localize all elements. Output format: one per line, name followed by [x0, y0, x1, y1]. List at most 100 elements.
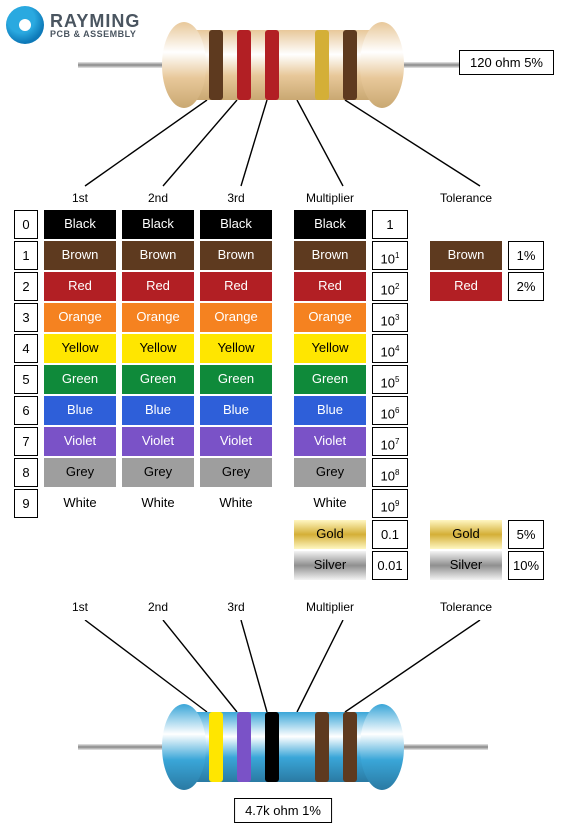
b3-white: White [200, 489, 272, 518]
b3-brown: Brown [200, 241, 272, 270]
b2-orange: Orange [122, 303, 194, 332]
top-value-box: 120 ohm 5% [459, 50, 554, 75]
 [372, 600, 408, 614]
mult-grey: Grey [294, 458, 366, 487]
b1-red: Red [44, 272, 116, 301]
mult-white: White [294, 489, 366, 518]
b1-green: Green [44, 365, 116, 394]
idx-2: 2 [14, 272, 38, 301]
band-5 [343, 712, 357, 782]
b3-red: Red [200, 272, 272, 301]
band-3 [265, 30, 279, 100]
mult-orange: Orange [294, 303, 366, 332]
b3-grey: Grey [200, 458, 272, 487]
tol-red: Red [430, 272, 502, 301]
 [278, 600, 288, 614]
idx-6: 6 [14, 396, 38, 425]
top-connectors [0, 100, 566, 190]
idx-7: 7 [14, 427, 38, 456]
tv-red: 2% [508, 272, 544, 301]
bottom-hdr-3rd: 3rd [200, 600, 272, 614]
b3-green: Green [200, 365, 272, 394]
tol-gold: Gold [430, 520, 502, 549]
b1-brown: Brown [44, 241, 116, 270]
b3-orange: Orange [200, 303, 272, 332]
hdr-mv [372, 188, 408, 208]
b3-blue: Blue [200, 396, 272, 425]
band-1 [209, 712, 223, 782]
mult-green: Green [294, 365, 366, 394]
bottom-hdr-tol: Tolerance [430, 600, 502, 614]
mv-7: 107 [372, 427, 408, 456]
bottom-headers: 1st2nd3rdMultiplierTolerance [14, 600, 552, 614]
mv-silver: 0.01 [372, 551, 408, 580]
hdr-b3: 3rd [200, 188, 272, 208]
mv-3: 103 [372, 303, 408, 332]
idx-4: 4 [14, 334, 38, 363]
 [14, 600, 38, 614]
bottom-hdr-mult: Multiplier [294, 600, 366, 614]
hdr-b2: 2nd [122, 188, 194, 208]
b1-grey: Grey [44, 458, 116, 487]
resistor-top [168, 30, 398, 100]
idx-1: 1 [14, 241, 38, 270]
hdr-tv [508, 188, 544, 208]
band-2 [237, 30, 251, 100]
mv-1: 101 [372, 241, 408, 270]
b1-orange: Orange [44, 303, 116, 332]
hdr-b1: 1st [44, 188, 116, 208]
mult-brown: Brown [294, 241, 366, 270]
band-4 [315, 30, 329, 100]
idx-8: 8 [14, 458, 38, 487]
hdr-mult: Multiplier [294, 188, 366, 208]
bottom-value-box: 4.7k ohm 1% [234, 798, 332, 823]
tol-brown: Brown [430, 241, 502, 270]
b2-black: Black [122, 210, 194, 239]
mv-0: 1 [372, 210, 408, 239]
band-2 [237, 712, 251, 782]
idx-3: 3 [14, 303, 38, 332]
tv-brown: 1% [508, 241, 544, 270]
band-3 [265, 712, 279, 782]
mv-8: 108 [372, 458, 408, 487]
b2-violet: Violet [122, 427, 194, 456]
mv-9: 109 [372, 489, 408, 518]
b2-white: White [122, 489, 194, 518]
mult-violet: Violet [294, 427, 366, 456]
b1-violet: Violet [44, 427, 116, 456]
bottom-connectors [0, 620, 566, 715]
b1-white: White [44, 489, 116, 518]
 [414, 600, 424, 614]
logo-icon [6, 6, 44, 44]
b1-yellow: Yellow [44, 334, 116, 363]
logo-main: RAYMING [50, 12, 140, 30]
mult-black: Black [294, 210, 366, 239]
lead-left-icon [78, 744, 168, 750]
b2-brown: Brown [122, 241, 194, 270]
mv-6: 106 [372, 396, 408, 425]
b3-yellow: Yellow [200, 334, 272, 363]
b2-green: Green [122, 365, 194, 394]
idx-9: 9 [14, 489, 38, 518]
hdr-tol: Tolerance [430, 188, 502, 208]
mult-gold: Gold [294, 520, 366, 549]
mult-red: Red [294, 272, 366, 301]
tv-silver: 10% [508, 551, 544, 580]
idx-0: 0 [14, 210, 38, 239]
idx-5: 5 [14, 365, 38, 394]
b2-yellow: Yellow [122, 334, 194, 363]
mult-blue: Blue [294, 396, 366, 425]
hdr-idx [14, 188, 38, 208]
mv-4: 104 [372, 334, 408, 363]
b2-red: Red [122, 272, 194, 301]
b2-grey: Grey [122, 458, 194, 487]
mult-yellow: Yellow [294, 334, 366, 363]
b1-blue: Blue [44, 396, 116, 425]
color-chart: 01234567891stBlackBrownRedOrangeYellowGr… [14, 188, 552, 580]
b3-violet: Violet [200, 427, 272, 456]
band-5 [343, 30, 357, 100]
lead-right-icon [398, 744, 488, 750]
band-4 [315, 712, 329, 782]
b3-black: Black [200, 210, 272, 239]
mv-5: 105 [372, 365, 408, 394]
